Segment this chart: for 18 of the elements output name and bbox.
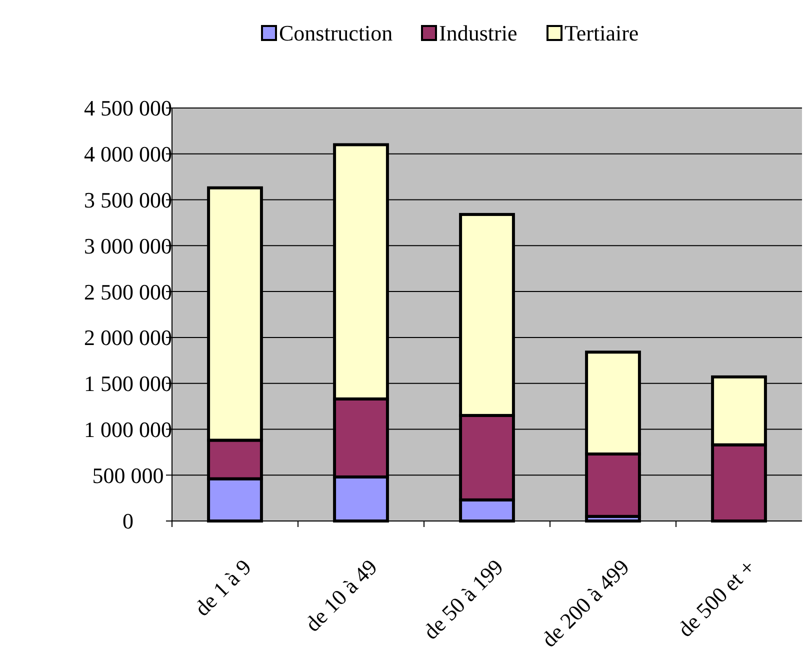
x-tick-label: de 50 à 199: [418, 554, 508, 644]
x-tick-label: de 1 à 9: [189, 554, 256, 621]
x-tick-label: de 500 et +: [672, 554, 760, 642]
legend-label: Industrie: [439, 20, 518, 46]
legend-label: Construction: [279, 20, 393, 46]
y-tick-label: 1 000 000: [84, 416, 172, 442]
legend-label: Tertiaire: [564, 20, 639, 46]
y-tick-label: 2 500 000: [84, 279, 172, 304]
y-tick-label: 4 500 000: [84, 96, 172, 121]
y-tick-label: 500 000: [92, 462, 164, 488]
y-tick-label: 2 000 000: [84, 325, 172, 350]
x-tick-label: de 10 à 49: [300, 554, 382, 636]
y-tick-label: 3 000 000: [84, 233, 172, 258]
y-tick-label: 0: [122, 508, 134, 534]
y-tick-label: 1 500 000: [84, 371, 172, 396]
y-tick-label: 4 000 000: [84, 142, 172, 167]
y-tick-label: 3 500 000: [84, 187, 172, 212]
x-tick-label: de 200 à 499: [536, 554, 634, 652]
